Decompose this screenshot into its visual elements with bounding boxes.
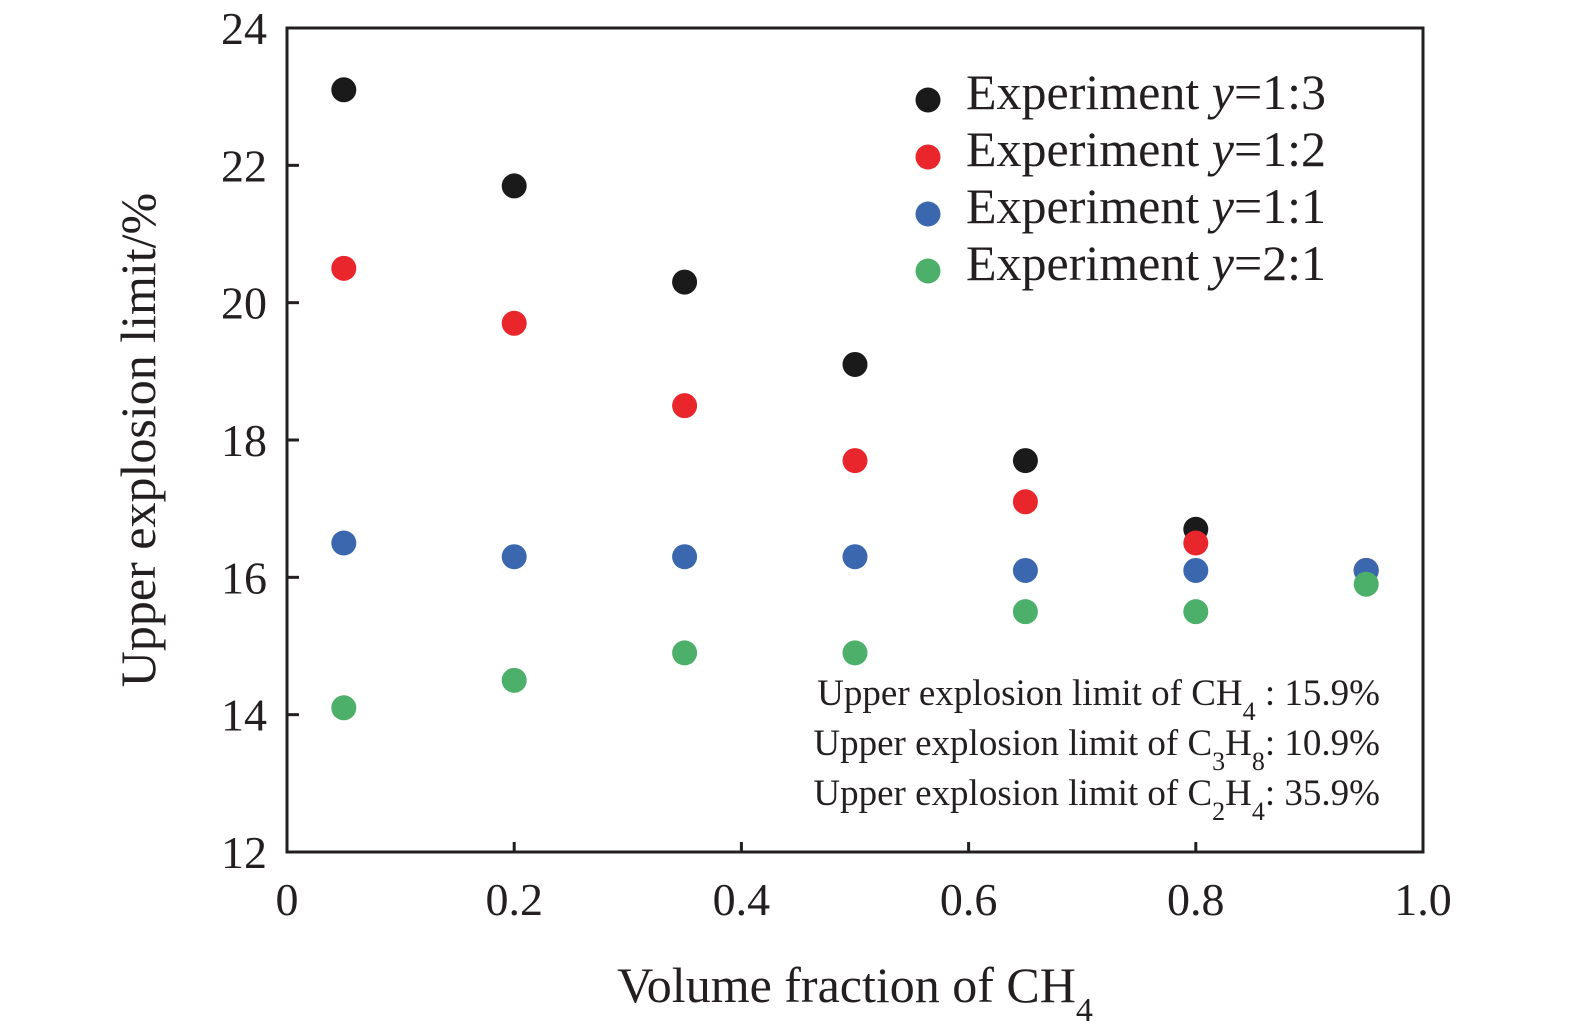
legend-label: Experiment y=1:3 xyxy=(966,64,1326,120)
series-3-point xyxy=(842,544,868,570)
series-2-point xyxy=(501,310,527,336)
legend-marker xyxy=(915,201,941,227)
annotation-notes: Upper explosion limit of CH4 : 15.9%Uppe… xyxy=(813,673,1380,826)
series-2-point xyxy=(842,448,868,474)
series-4-point xyxy=(672,640,698,666)
legend-marker xyxy=(915,144,941,170)
series-1-point xyxy=(1012,448,1038,474)
legend-marker xyxy=(915,87,941,113)
series-3-point xyxy=(672,544,698,570)
annotation-line: Upper explosion limit of C3H8: 10.9% xyxy=(813,723,1380,776)
series-4-point xyxy=(842,640,868,666)
x-tick-label: 0.6 xyxy=(940,874,998,925)
legend-marker xyxy=(915,258,941,284)
legend-label: Experiment y=1:2 xyxy=(966,121,1326,177)
series-4-point xyxy=(331,695,357,721)
data-points xyxy=(331,77,1379,721)
series-3-point xyxy=(331,530,357,556)
annotation-line: Upper explosion limit of CH4 : 15.9% xyxy=(817,673,1380,726)
series-1-point xyxy=(672,269,698,295)
legend-label: Experiment y=1:1 xyxy=(966,178,1326,234)
legend-label: Experiment y=2:1 xyxy=(966,235,1326,291)
series-2-point xyxy=(1012,489,1038,515)
x-tick-label: 0 xyxy=(276,874,299,925)
x-tick-label: 0.8 xyxy=(1167,874,1225,925)
series-2-point xyxy=(1183,530,1209,556)
x-tick-label: 0.2 xyxy=(485,874,543,925)
series-4-point xyxy=(1183,599,1209,625)
y-tick-label: 18 xyxy=(221,415,267,466)
series-3-point xyxy=(1012,557,1038,583)
y-tick-label: 16 xyxy=(221,552,267,603)
series-2-point xyxy=(331,255,357,281)
x-tick-label: 0.4 xyxy=(713,874,771,925)
series-1-point xyxy=(331,77,357,103)
y-tick-label: 20 xyxy=(221,278,267,329)
y-tick-label: 14 xyxy=(221,690,267,741)
series-1-point xyxy=(501,173,527,199)
x-tick-label: 1.0 xyxy=(1394,874,1452,925)
series-4-point xyxy=(1012,599,1038,625)
y-tick-label: 24 xyxy=(221,3,267,54)
series-3-point xyxy=(1183,557,1209,583)
series-1-point xyxy=(842,351,868,377)
y-tick-label: 12 xyxy=(221,827,267,878)
axis-ticks xyxy=(287,163,1198,852)
annotation-line: Upper explosion limit of C2H4: 35.9% xyxy=(813,773,1380,826)
series-4-point xyxy=(1353,571,1379,597)
series-3-point xyxy=(501,544,527,570)
y-tick-labels: 12 14 16 18 20 22 24 xyxy=(221,3,267,878)
x-tick-labels: 0 0.2 0.4 0.6 0.8 1.0 xyxy=(276,874,1452,925)
series-4-point xyxy=(501,667,527,693)
x-axis-title: Volume fraction of CH4 xyxy=(617,957,1093,1029)
y-tick-label: 22 xyxy=(221,140,267,191)
y-axis-title: Upper explosion limit/% xyxy=(110,193,166,687)
series-2-point xyxy=(672,393,698,419)
